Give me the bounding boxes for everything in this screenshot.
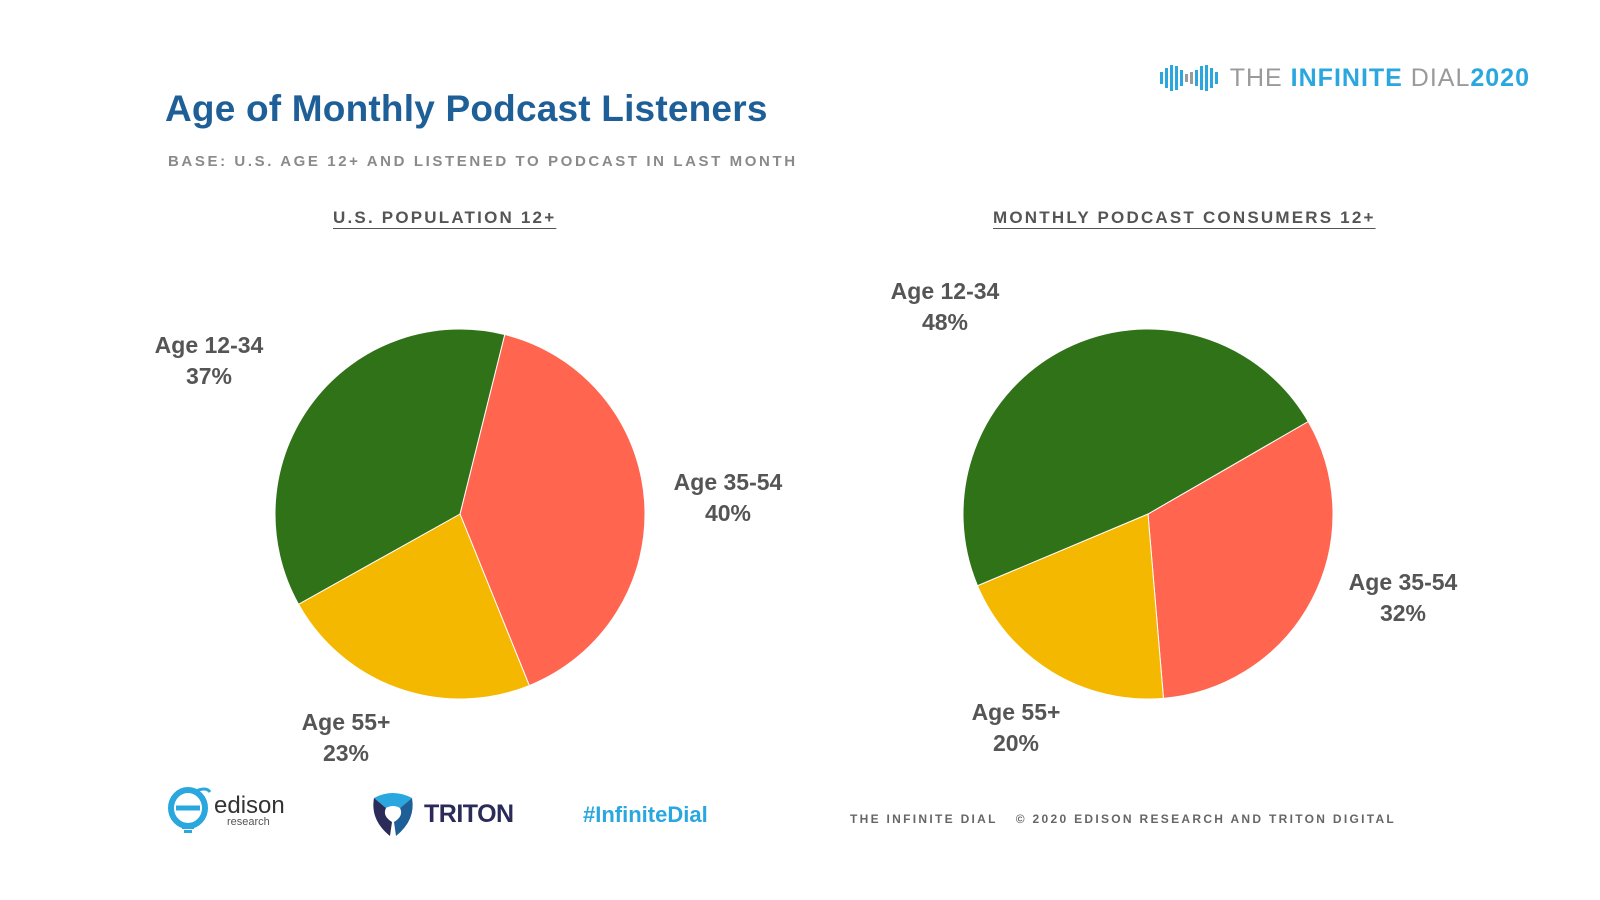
slice-label-us-age-35-54: Age 35-54 40%: [674, 467, 783, 529]
slice-category: Age 55+: [971, 699, 1061, 725]
edison-bulb-icon: [168, 787, 212, 833]
slice-value: 37%: [185, 363, 233, 389]
chart-title-us-population: U.S. POPULATION 12+: [333, 208, 557, 227]
triton-wordmark: TRITON: [424, 799, 514, 828]
pie-slice-age-35-54: [1147, 420, 1334, 699]
page-subtitle: BASE: U.S. AGE 12+ AND LISTENED TO PODCA…: [168, 153, 798, 170]
footer-left-text: THE INFINITE DIAL: [850, 812, 998, 826]
slice-category: Age 35-54: [673, 469, 783, 495]
slice-value: 32%: [1379, 600, 1427, 626]
pie-slice-age-12-34: [274, 328, 506, 605]
slice-label-podcast-age-12-34: Age 12-34 48%: [891, 276, 1000, 338]
pie-slice-age-12-34: [962, 328, 1309, 587]
slice-label-us-age-55-plus: Age 55+ 23%: [302, 707, 391, 769]
slice-value: 20%: [992, 730, 1040, 756]
infinity-logo-icon: [1159, 65, 1218, 91]
chart-title-podcast-consumers: MONTHLY PODCAST CONSUMERS 12+: [993, 208, 1376, 227]
pie-slice-age-55-plus: [976, 513, 1165, 700]
pie-slice-age-35-54: [459, 333, 646, 687]
footer-credits: THE INFINITE DIAL © 2020 EDISON RESEARCH …: [850, 812, 1396, 826]
slice-category: Age 55+: [301, 709, 391, 735]
infinite-dial-wordmark: THE INFINITE DIAL2020: [1229, 63, 1530, 92]
triton-emblem-icon: [373, 793, 413, 836]
slice-value: 23%: [322, 740, 370, 766]
edison-wordmark: edison research: [214, 792, 285, 828]
pie-chart-us-population: [274, 328, 646, 700]
page-title: Age of Monthly Podcast Listeners: [165, 88, 768, 129]
footer-copyright: © 2020 EDISON RESEARCH AND TRITON DIGITA…: [1015, 812, 1397, 826]
triton-digital-logo: TRITON: [370, 790, 514, 838]
pie-slice-age-55-plus: [297, 513, 530, 700]
slice-value: 48%: [921, 309, 969, 335]
slice-label-podcast-age-35-54: Age 35-54 32%: [1349, 567, 1458, 629]
slice-label-podcast-age-55-plus: Age 55+ 20%: [972, 697, 1061, 759]
hashtag-infinite-dial[interactable]: #InfiniteDial: [583, 802, 708, 827]
slice-category: Age 12-34: [890, 278, 1000, 304]
slice-label-us-age-12-34: Age 12-34 37%: [155, 330, 264, 392]
slice-category: Age 35-54: [1348, 569, 1458, 595]
slice-category: Age 12-34: [154, 332, 264, 358]
pie-chart-podcast-consumers: [962, 328, 1334, 700]
infinite-dial-logo: THE INFINITE DIAL2020: [1158, 60, 1530, 96]
edison-research-logo: edison research: [168, 786, 285, 834]
slice-value: 40%: [704, 500, 752, 526]
